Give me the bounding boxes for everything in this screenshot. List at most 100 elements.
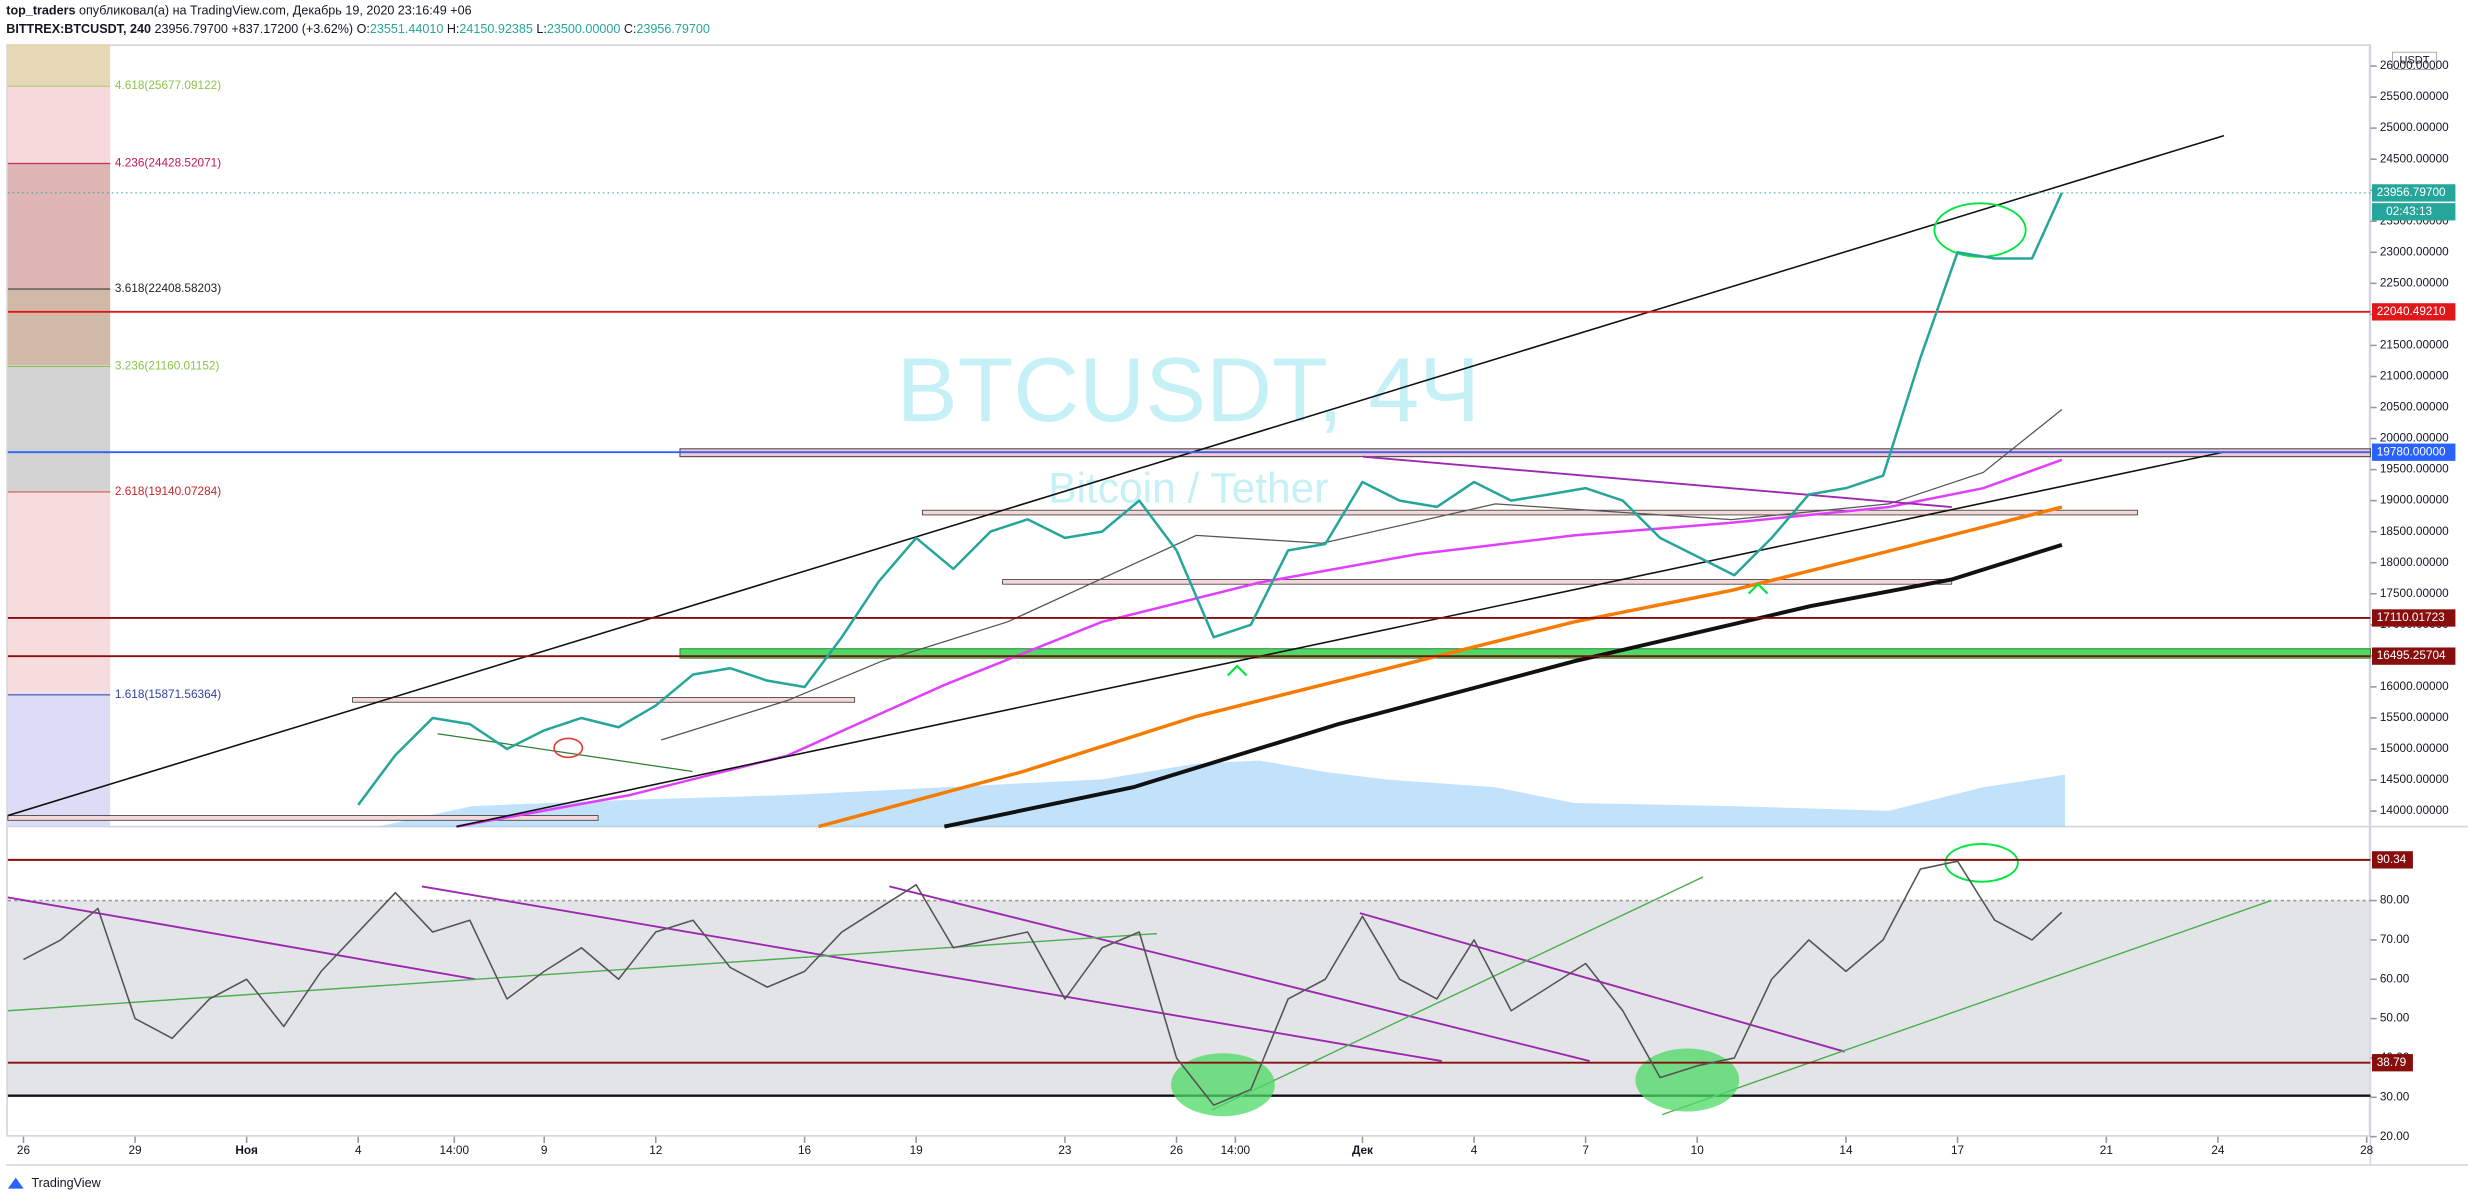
- y-tick-label: 23000.00000: [2380, 244, 2449, 258]
- x-tick-label: 26: [17, 1143, 31, 1157]
- y-tick-label: 25500.00000: [2380, 89, 2449, 103]
- y-tick-label: 20.00: [2380, 1129, 2410, 1143]
- trend-line: [456, 451, 2225, 828]
- fib-label: 1.618(15871.56364): [115, 687, 221, 701]
- y-tick-label: 17500.00000: [2380, 586, 2449, 600]
- header-line: top_traders опубликовал(а) на TradingVie…: [6, 4, 471, 18]
- x-tick-label: 7: [1582, 1143, 1589, 1157]
- price-badge-label: 90.34: [2377, 852, 2407, 866]
- ohlc-value: 24150.92385: [459, 22, 532, 36]
- y-tick-label: 24500.00000: [2380, 151, 2449, 165]
- symbol-line: BITTREX:BTCUSDT, 240 23956.79700 +837.17…: [6, 22, 710, 36]
- x-tick-label: 21: [2100, 1143, 2113, 1157]
- y-tick-label: 26000.00000: [2380, 58, 2449, 72]
- brand: TradingView: [31, 1176, 101, 1190]
- highlight-ellipse: [1944, 842, 2019, 883]
- highlight-ellipse: [1171, 1053, 1275, 1117]
- rsi-line: [23, 860, 2063, 1106]
- y-tick-label: 14000.00000: [2380, 803, 2449, 817]
- trend-line: [1362, 455, 1952, 509]
- x-tick-label: 24: [2211, 1143, 2225, 1157]
- ohlc-label: O:: [357, 22, 370, 36]
- trend-line: [1359, 912, 1845, 1053]
- x-tick-label: 19: [910, 1143, 923, 1157]
- x-tick-label: 16: [798, 1143, 812, 1157]
- zone-box: [1002, 579, 1953, 585]
- price-badge-label: 17110.01723: [2377, 610, 2445, 624]
- trend-line: [421, 885, 1442, 1063]
- y-tick-label: 19000.00000: [2380, 493, 2449, 507]
- y-tick-label: 20000.00000: [2380, 431, 2449, 445]
- x-tick-label: 14:00: [1221, 1143, 1251, 1157]
- ohlc-label: L:: [536, 22, 547, 36]
- currency-box[interactable]: [2392, 51, 2437, 70]
- y-tick-label: 21500.00000: [2380, 338, 2449, 352]
- trend-line: [7, 896, 476, 981]
- y-tick-label: 18500.00000: [2380, 524, 2449, 538]
- fib-label: 4.236(24428.52071): [115, 156, 221, 170]
- fib-zone: [7, 85, 111, 163]
- zone-box: [921, 509, 2138, 516]
- ohlc-value: 23956.79700: [636, 22, 709, 36]
- price-line: [357, 192, 2063, 806]
- price-badge: [2371, 1054, 2413, 1072]
- fib-label: 2.618(19140.07284): [115, 484, 221, 498]
- trend-line: [437, 733, 693, 773]
- x-tick-label: 12: [649, 1143, 662, 1157]
- y-tick-label: 21000.00000: [2380, 369, 2449, 383]
- y-tick-label: 60.00: [2380, 971, 2410, 985]
- y-tick-label: 50.00: [2380, 1011, 2410, 1025]
- trend-line: [7, 932, 1157, 1012]
- ohlc-label: C:: [624, 22, 637, 36]
- zone-box: [679, 648, 2371, 659]
- published: опубликовал(а) на TradingView.com, Декаб…: [79, 4, 472, 18]
- fib-zone: [7, 491, 111, 693]
- last-price: 23956.79700: [154, 22, 227, 36]
- x-tick-label: 9: [541, 1143, 548, 1157]
- timer-label: 02:43:13: [2386, 204, 2432, 218]
- price-badge: [2371, 184, 2456, 202]
- highlight-ellipse: [1635, 1048, 1740, 1112]
- price-badge: [2371, 303, 2456, 321]
- y-tick-label: 18000.00000: [2380, 555, 2449, 569]
- fib-label: 3.236(21160.01152): [115, 359, 220, 373]
- y-tick-label: 19500.00000: [2380, 462, 2449, 476]
- highlight-ellipse: [553, 737, 584, 759]
- price-badge: [2371, 851, 2413, 869]
- price-badge-label: 19780.00000: [2377, 444, 2446, 458]
- price-badge: [2371, 647, 2456, 665]
- x-tick-label: 23: [1058, 1143, 1072, 1157]
- fib-zone: [7, 44, 111, 86]
- currency: USDT: [2400, 55, 2430, 67]
- price-badge-label: 16495.25704: [2377, 648, 2446, 662]
- marker: [1226, 664, 1248, 677]
- volume-area: [377, 760, 2066, 827]
- trend-line: [1661, 899, 2272, 1116]
- watermark-title: BTCUSDT, 4Ч: [897, 339, 1480, 441]
- y-tick-label: 25000.00000: [2380, 120, 2449, 134]
- x-tick-label: 28: [2360, 1143, 2374, 1157]
- fib-zone: [7, 692, 111, 827]
- y-tick-label: 15500.00000: [2380, 710, 2449, 724]
- fib-zone: [7, 288, 111, 366]
- x-tick-label: Дек: [1352, 1143, 1373, 1157]
- price-badge-label: 22040.49210: [2377, 304, 2446, 318]
- trend-line: [7, 134, 2225, 817]
- trend-line: [889, 885, 1590, 1063]
- y-tick-label: 22500.00000: [2380, 275, 2449, 289]
- marker: [1747, 582, 1769, 595]
- ohlc-value: 23500.00000: [547, 22, 620, 36]
- trend-line: [1211, 876, 1704, 1111]
- moving-average: [943, 542, 2063, 829]
- logo: [7, 1177, 24, 1189]
- ohlc-label: H:: [447, 22, 460, 36]
- author: top_traders: [6, 4, 75, 18]
- symbol: BITTREX:BTCUSDT, 240: [6, 22, 151, 36]
- fib-label: 4.618(25677.09122): [115, 78, 221, 92]
- y-tick-label: 20500.00000: [2380, 400, 2449, 414]
- x-tick-label: 4: [355, 1143, 362, 1157]
- watermark-subtitle: Bitcoin / Tether: [1048, 466, 1328, 513]
- moving-average: [818, 505, 2063, 829]
